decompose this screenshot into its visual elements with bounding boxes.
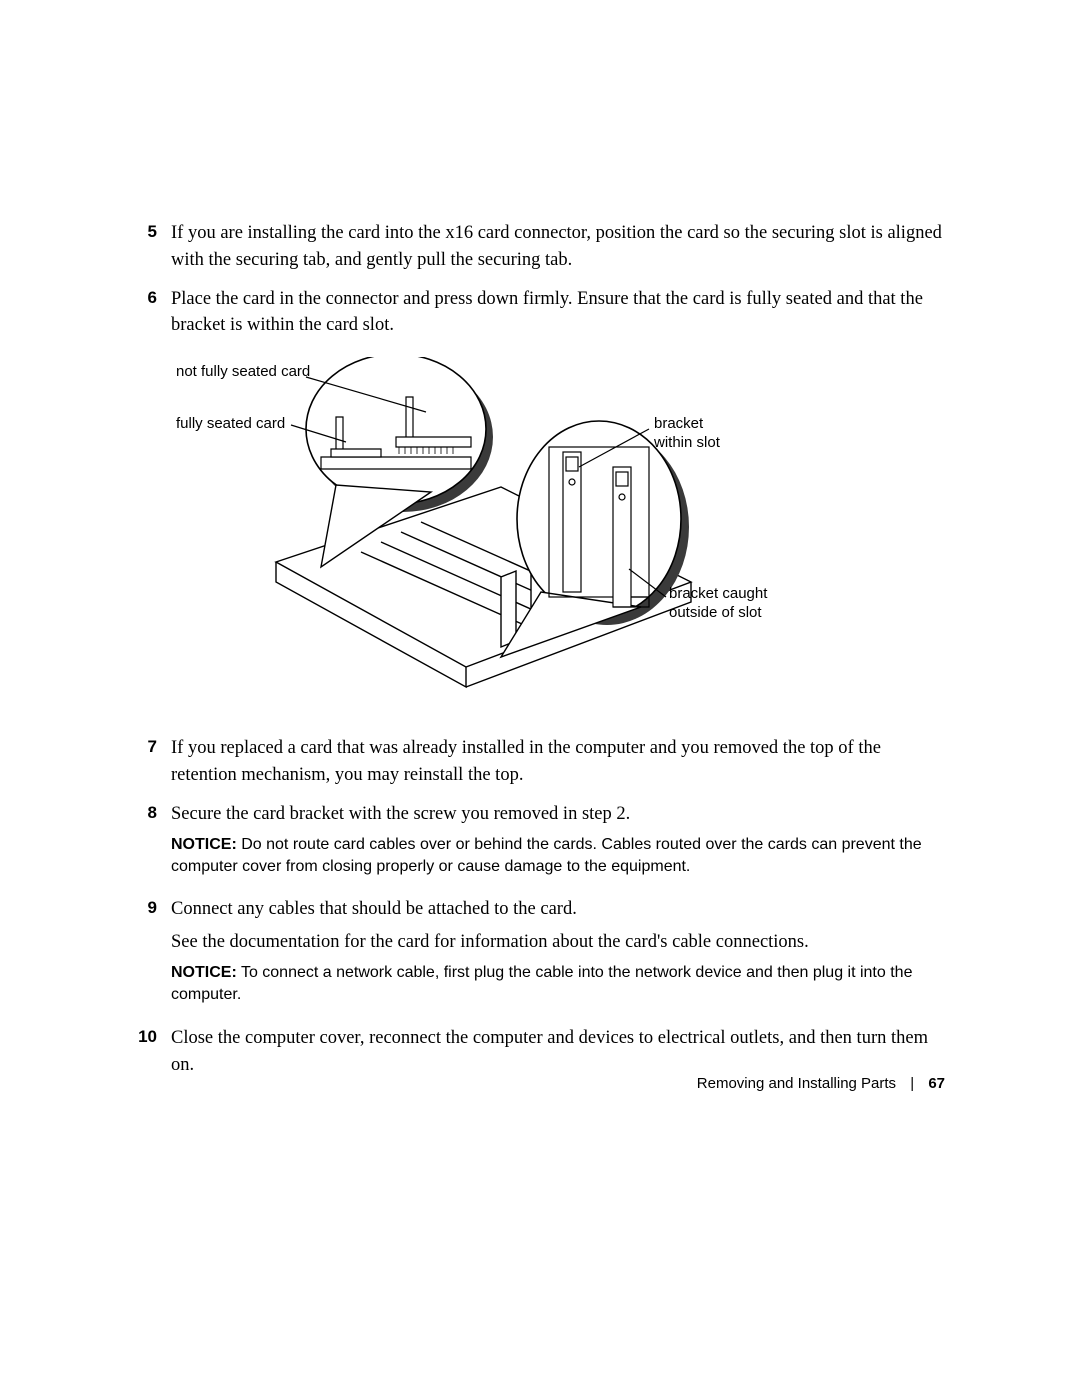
page-footer: Removing and Installing Parts | 67 — [697, 1075, 945, 1092]
step-5: 5 If you are installing the card into th… — [135, 220, 945, 274]
step-text-2: See the documentation for the card for i… — [171, 929, 945, 956]
step-text: Connect any cables that should be attach… — [171, 896, 945, 923]
notice-text: Do not route card cables over or behind … — [171, 836, 922, 875]
step-text: If you replaced a card that was already … — [171, 735, 945, 789]
step-text: Secure the card bracket with the screw y… — [171, 801, 945, 828]
step-number: 9 — [135, 896, 171, 1012]
step-number: 10 — [135, 1025, 171, 1079]
footer-page-number: 67 — [928, 1075, 945, 1092]
step-6: 6 Place the card in the connector and pr… — [135, 286, 945, 340]
footer-divider: | — [910, 1075, 914, 1092]
step-9: 9 Connect any cables that should be atta… — [135, 896, 945, 1012]
step-10: 10 Close the computer cover, reconnect t… — [135, 1025, 945, 1079]
step-8: 8 Secure the card bracket with the screw… — [135, 801, 945, 885]
callout-bracket-caught: bracket caught outside of slot — [669, 585, 779, 623]
step-text: Place the card in the connector and pres… — [171, 286, 945, 340]
step-text: If you are installing the card into the … — [171, 220, 945, 274]
notice-label: NOTICE: — [171, 964, 237, 981]
page-content: 5 If you are installing the card into th… — [135, 220, 945, 1091]
callout-not-fully-seated: not fully seated card — [176, 363, 310, 382]
seating-diagram: not fully seated card fully seated card … — [171, 357, 781, 707]
step-7: 7 If you replaced a card that was alread… — [135, 735, 945, 789]
callout-fully-seated: fully seated card — [176, 415, 285, 434]
notice-text: To connect a network cable, first plug t… — [171, 964, 912, 1003]
callout-bracket-within: bracket within slot — [654, 415, 744, 453]
step-number: 8 — [135, 801, 171, 885]
notice: NOTICE: To connect a network cable, firs… — [171, 962, 945, 1007]
step-number: 6 — [135, 286, 171, 340]
step-number: 5 — [135, 220, 171, 274]
step-text: Close the computer cover, reconnect the … — [171, 1025, 945, 1079]
notice-label: NOTICE: — [171, 836, 237, 853]
step-body: Secure the card bracket with the screw y… — [171, 801, 945, 885]
footer-section: Removing and Installing Parts — [697, 1075, 896, 1092]
step-number: 7 — [135, 735, 171, 789]
notice: NOTICE: Do not route card cables over or… — [171, 834, 945, 879]
step-body: Connect any cables that should be attach… — [171, 896, 945, 1012]
